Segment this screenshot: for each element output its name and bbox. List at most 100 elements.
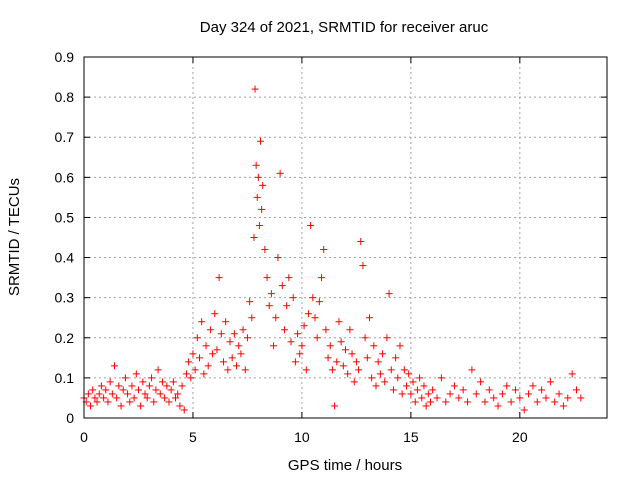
data-point — [228, 354, 236, 362]
data-point — [442, 398, 450, 406]
data-point — [280, 326, 288, 334]
data-point — [213, 346, 221, 354]
y-tick-label: 0.4 — [55, 250, 75, 266]
data-point — [239, 326, 247, 334]
data-point — [169, 378, 177, 386]
data-point — [320, 246, 328, 254]
data-point — [546, 378, 554, 386]
data-point — [134, 386, 142, 394]
data-point — [520, 406, 528, 414]
data-point — [450, 382, 458, 390]
data-point — [333, 358, 341, 366]
data-point — [344, 370, 352, 378]
data-point — [254, 173, 262, 181]
data-point — [176, 402, 184, 410]
data-point — [392, 354, 400, 362]
data-point — [418, 394, 426, 402]
y-axis-label: SRMTID / TECUs — [6, 178, 23, 296]
data-point — [250, 234, 258, 241]
data-point — [253, 193, 261, 201]
data-point — [361, 334, 369, 342]
data-point — [215, 274, 223, 282]
data-point — [525, 390, 533, 398]
data-point — [437, 374, 445, 382]
x-tick-label: 10 — [294, 429, 310, 445]
data-point — [352, 358, 360, 366]
data-point — [459, 386, 467, 394]
data-point — [394, 374, 402, 382]
data-point — [403, 382, 411, 390]
data-point — [337, 338, 345, 346]
data-point — [357, 238, 365, 246]
data-point — [433, 394, 441, 402]
data-point — [516, 394, 524, 402]
data-point — [104, 398, 112, 406]
data-point — [276, 169, 284, 177]
data-point — [219, 358, 227, 366]
data-point — [577, 394, 585, 402]
data-point — [148, 374, 156, 382]
data-point — [350, 378, 358, 386]
data-point — [139, 378, 147, 386]
data-point — [339, 362, 347, 370]
data-point — [200, 370, 208, 378]
y-tick-label: 0.7 — [55, 129, 75, 145]
data-point — [283, 302, 291, 310]
data-point — [195, 354, 203, 362]
data-point — [209, 350, 217, 358]
data-point — [383, 334, 391, 342]
data-point — [113, 394, 121, 402]
y-tick-label: 0.2 — [55, 330, 75, 346]
y-tick-label: 0.5 — [55, 209, 75, 225]
data-point — [261, 246, 269, 254]
data-point — [124, 390, 132, 398]
data-point — [294, 330, 302, 338]
data-point — [257, 137, 265, 145]
data-point — [172, 394, 180, 402]
data-point — [559, 402, 567, 410]
data-point — [409, 378, 417, 386]
y-tick-label: 0.6 — [55, 169, 75, 185]
data-point — [161, 394, 169, 402]
data-point — [237, 350, 245, 358]
data-point — [291, 358, 299, 366]
data-point — [511, 386, 519, 394]
data-point — [248, 314, 256, 322]
data-point — [180, 406, 188, 414]
data-point — [97, 382, 105, 390]
data-point — [158, 378, 166, 386]
x-tick-label: 15 — [403, 429, 419, 445]
data-point — [555, 390, 563, 398]
data-point — [251, 85, 259, 93]
data-point — [89, 386, 97, 394]
data-point — [372, 382, 380, 390]
data-point — [204, 362, 212, 370]
y-tick-label: 0.1 — [55, 370, 75, 386]
data-point — [252, 161, 260, 169]
data-point — [198, 318, 206, 326]
data-point — [267, 290, 275, 298]
data-point — [494, 402, 502, 410]
data-point — [300, 322, 308, 330]
data-point — [498, 390, 506, 398]
data-point — [387, 366, 395, 374]
data-point — [507, 398, 515, 406]
data-point — [222, 318, 230, 326]
data-point — [331, 402, 339, 410]
data-point — [564, 394, 572, 402]
data-point — [185, 358, 193, 366]
data-point — [485, 386, 493, 394]
data-point — [226, 338, 234, 346]
data-point — [178, 382, 186, 390]
data-point — [389, 386, 397, 394]
data-point — [235, 342, 243, 350]
x-tick-label: 5 — [189, 429, 197, 445]
data-point — [416, 374, 424, 382]
data-point — [318, 274, 326, 282]
data-point — [106, 378, 114, 386]
data-point — [165, 398, 173, 406]
data-point — [324, 354, 332, 362]
data-point — [328, 366, 336, 374]
data-point — [233, 362, 241, 370]
